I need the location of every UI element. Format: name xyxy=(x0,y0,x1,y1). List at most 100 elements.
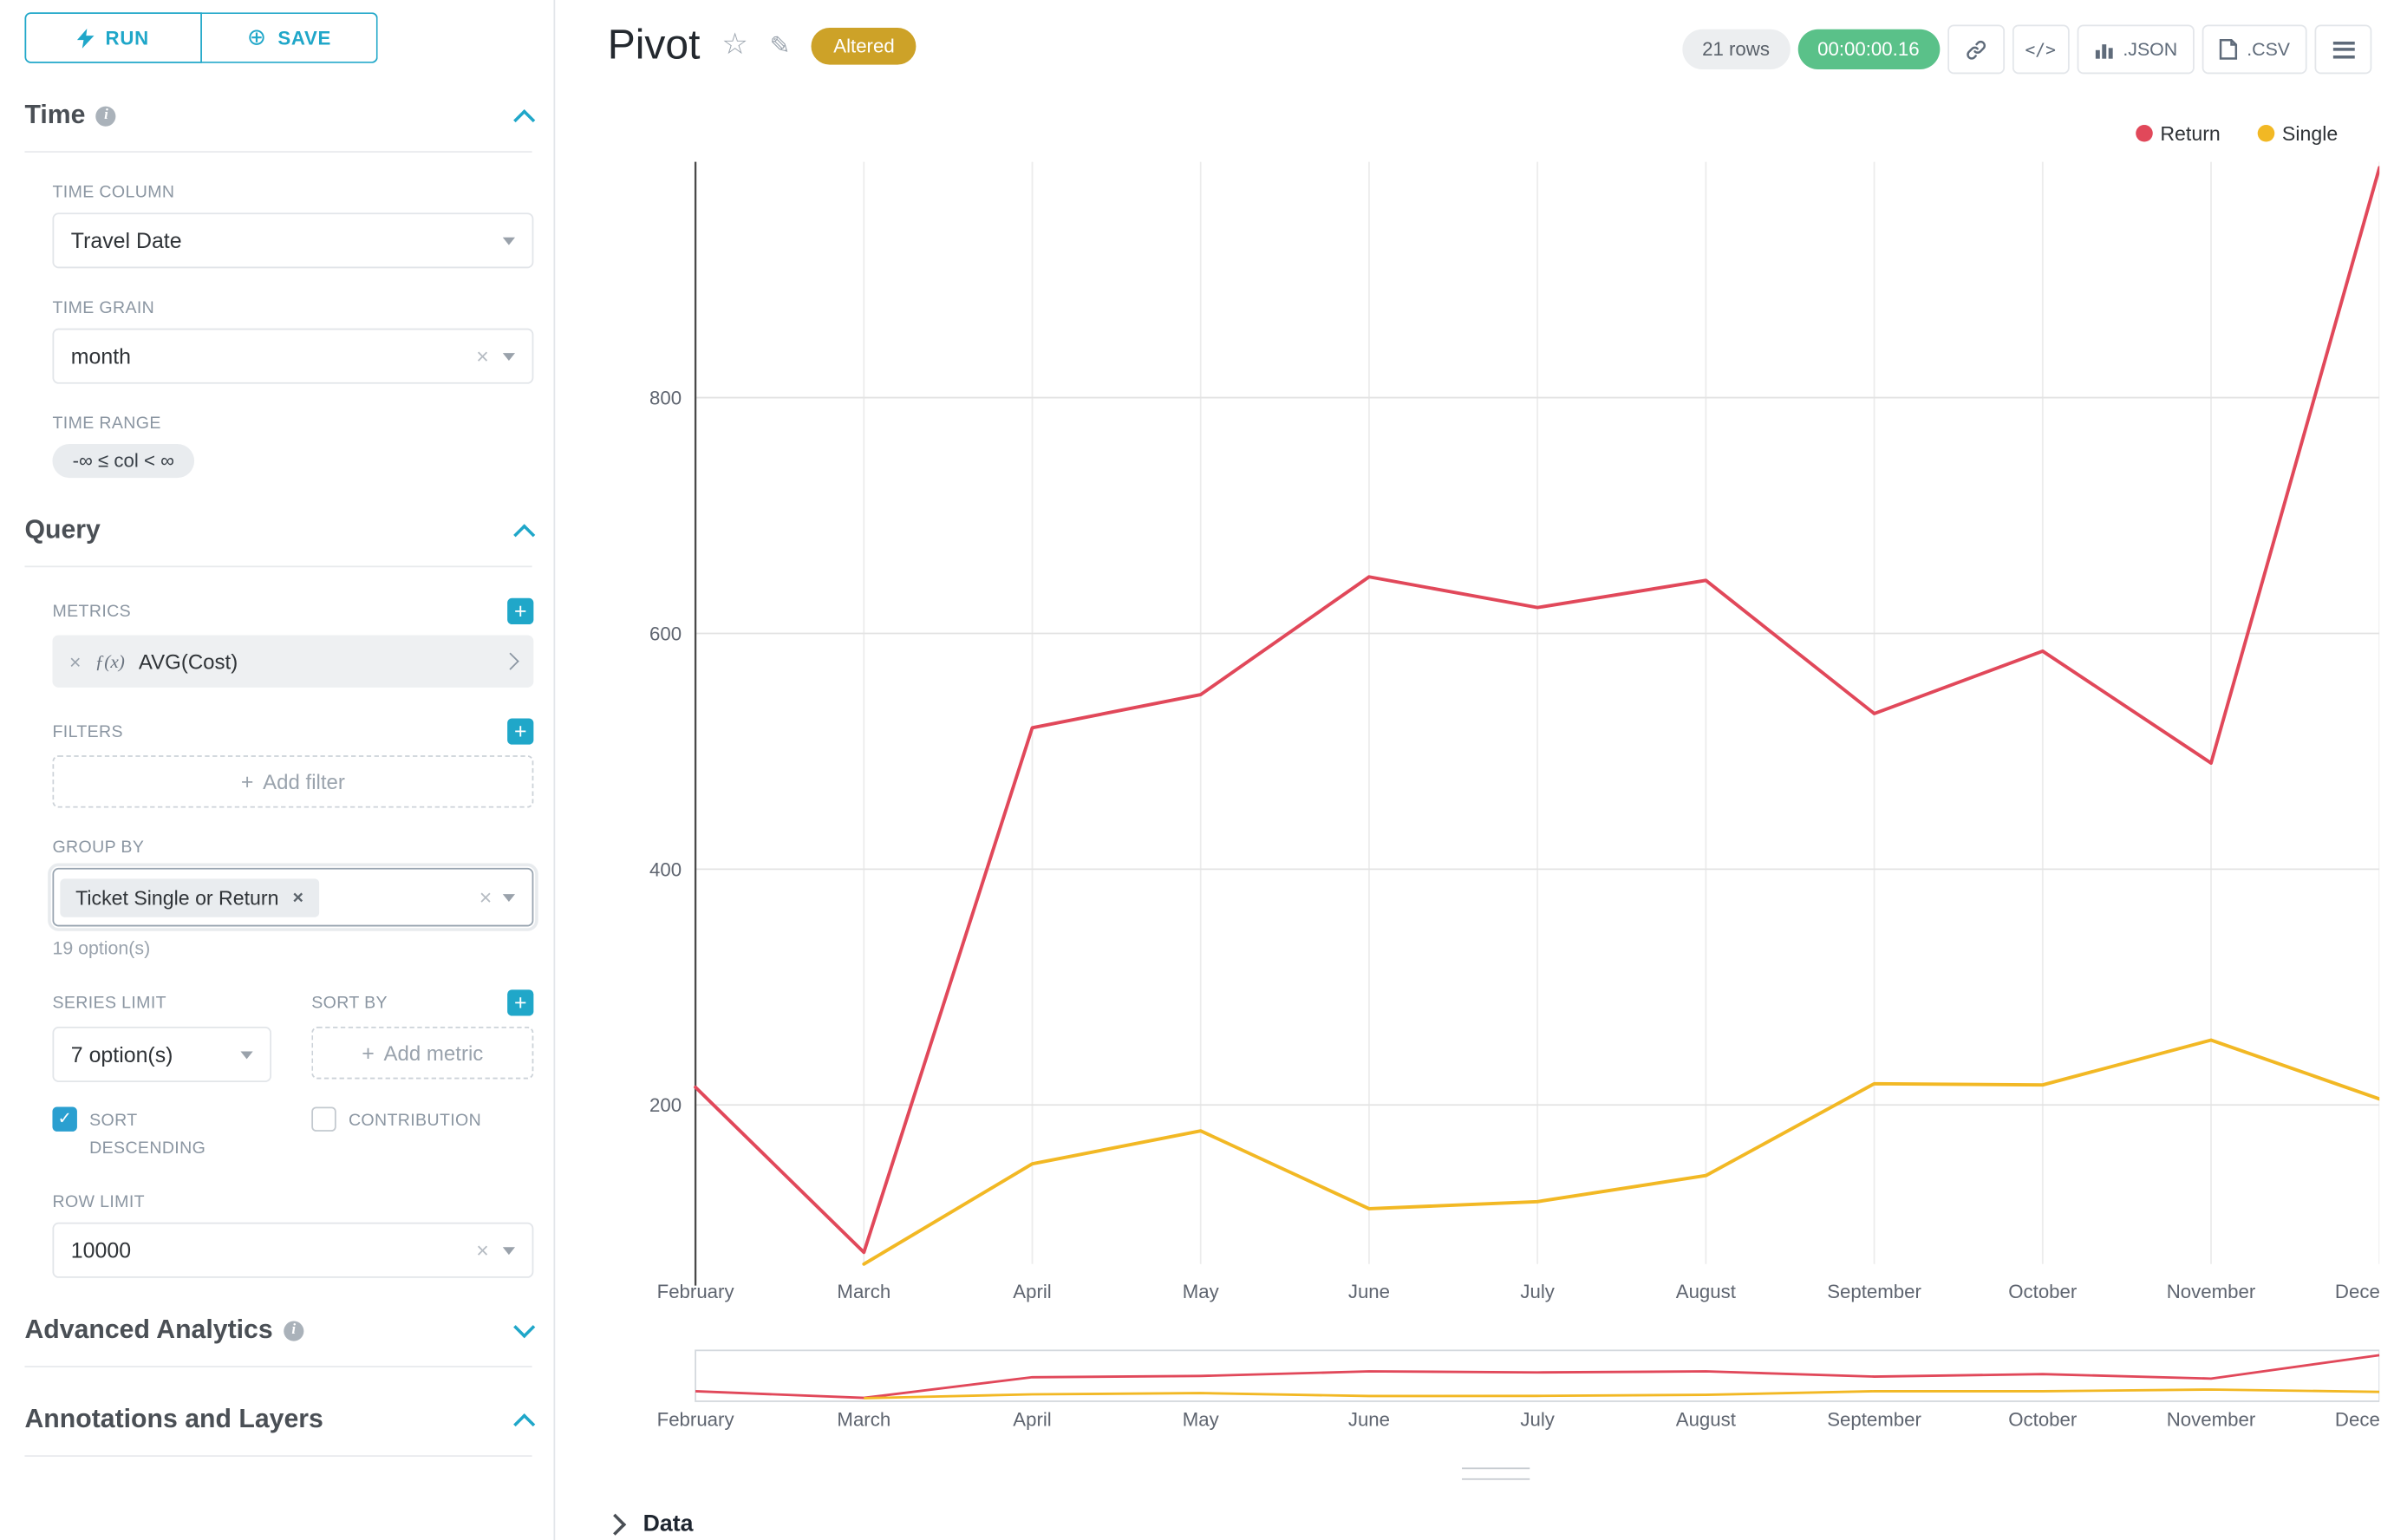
run-save-button-group: RUN ⊕ SAVE xyxy=(24,12,378,63)
altered-badge: Altered xyxy=(812,27,917,64)
page-title: Pivot xyxy=(607,21,701,69)
chevron-up-icon[interactable] xyxy=(513,523,536,545)
range-selector-chart[interactable]: February March April May June July August Septe… xyxy=(616,1338,2380,1437)
add-filter-plus-button[interactable]: + xyxy=(507,718,534,745)
time-range-label: TIME RANGE xyxy=(52,414,161,434)
rows-count-badge: 21 rows xyxy=(1681,29,1791,70)
row-limit-value: 10000 xyxy=(70,1237,132,1263)
legend-dot-icon xyxy=(2257,125,2275,142)
resize-handle[interactable] xyxy=(1462,1467,1530,1480)
add-filter-dropzone[interactable]: + Add filter xyxy=(52,755,534,808)
time-range-pill[interactable]: -∞ ≤ col < ∞ xyxy=(52,444,195,479)
chevron-down-icon xyxy=(240,1050,253,1059)
svg-text:February: February xyxy=(657,1408,735,1430)
favorite-star-icon[interactable]: ☆ xyxy=(721,29,748,62)
svg-text:July: July xyxy=(1520,1281,1555,1302)
annotations-layers-header[interactable]: Annotations and Layers xyxy=(24,1404,536,1458)
run-button[interactable]: RUN xyxy=(24,12,202,63)
options-hint: 19 option(s) xyxy=(52,936,151,959)
chevron-down-icon[interactable] xyxy=(513,1315,536,1338)
remove-metric-icon[interactable]: × xyxy=(69,649,82,674)
clear-icon[interactable]: × xyxy=(479,884,493,910)
svg-text:March: March xyxy=(837,1281,890,1302)
svg-text:November: November xyxy=(2167,1408,2256,1430)
metrics-label-row: METRICS + xyxy=(52,597,534,625)
svg-text:October: October xyxy=(2008,1281,2078,1302)
svg-text:June: June xyxy=(1348,1281,1390,1302)
sort-descending-option: ✓ SORT DESCENDING xyxy=(52,1106,271,1162)
line-chart: February March April May June July August Septe… xyxy=(649,161,2380,1302)
export-json-label: .JSON xyxy=(2123,38,2178,61)
chevron-down-icon xyxy=(502,893,516,902)
group-by-select[interactable]: Ticket Single or Return × × xyxy=(48,863,538,931)
series-limit-label: SERIES LIMIT xyxy=(52,993,166,1013)
group-by-tag[interactable]: Ticket Single or Return × xyxy=(60,878,319,917)
annotations-layers-title: Annotations and Layers xyxy=(24,1404,323,1434)
add-sort-metric-plus-button[interactable]: + xyxy=(507,989,534,1016)
add-sort-metric-dropzone[interactable]: + Add metric xyxy=(311,1027,534,1080)
time-column-label: TIME COLUMN xyxy=(52,183,175,202)
svg-text:August: August xyxy=(1676,1408,1737,1430)
chevron-up-icon[interactable] xyxy=(513,1413,536,1435)
sort-descending-checkbox[interactable]: ✓ xyxy=(52,1106,77,1132)
time-section-header[interactable]: Time i xyxy=(24,101,536,153)
save-button[interactable]: ⊕ SAVE xyxy=(201,12,378,63)
row-limit-label: ROW LIMIT xyxy=(52,1193,145,1212)
row-limit-select[interactable]: 10000 × xyxy=(52,1223,534,1279)
legend-item-single[interactable]: Single xyxy=(2257,121,2338,145)
series-limit-sort-row: SERIES LIMIT 7 option(s) SORT BY + + Add… xyxy=(52,989,534,1083)
svg-text:August: August xyxy=(1676,1281,1737,1302)
chevron-down-icon xyxy=(502,352,516,361)
legend-item-return[interactable]: Return xyxy=(2135,121,2221,146)
save-button-label: SAVE xyxy=(277,27,332,49)
svg-text:July: July xyxy=(1520,1408,1555,1430)
edit-title-icon[interactable]: ✎ xyxy=(769,33,791,60)
series-limit-select[interactable]: 7 option(s) xyxy=(52,1027,272,1083)
lightning-icon xyxy=(77,28,95,48)
clear-icon[interactable]: × xyxy=(476,343,489,369)
sort-by-column: SORT BY + + Add metric xyxy=(311,989,534,1082)
control-panel-sidebar: RUN ⊕ SAVE Time i TIME COLUMN Travel Dat… xyxy=(0,0,556,1540)
add-filter-label: Add filter xyxy=(263,770,345,793)
time-grain-label: TIME GRAIN xyxy=(52,298,155,318)
legend-label: Return xyxy=(2160,121,2221,146)
metric-pill[interactable]: × ƒ(x) AVG(Cost) xyxy=(52,635,534,688)
time-grain-select[interactable]: month × xyxy=(52,328,534,384)
svg-text:May: May xyxy=(1183,1281,1220,1302)
contribution-checkbox[interactable] xyxy=(311,1106,336,1132)
svg-text:March: March xyxy=(837,1408,890,1430)
remove-tag-icon[interactable]: × xyxy=(292,886,303,909)
advanced-analytics-header[interactable]: Advanced Analytics i xyxy=(24,1315,536,1368)
view-query-button[interactable]: </> xyxy=(2012,24,2070,75)
svg-text:June: June xyxy=(1348,1408,1390,1430)
time-grain-value: month xyxy=(70,343,132,369)
query-timer-badge: 00:00:00.16 xyxy=(1797,29,1940,70)
chart-legend: Return Single xyxy=(2135,121,2338,146)
data-section-toggle[interactable]: Data xyxy=(604,1511,693,1537)
add-metric-plus-button[interactable]: + xyxy=(507,597,534,625)
share-link-button[interactable] xyxy=(1947,24,2005,75)
query-section-header[interactable]: Query xyxy=(24,515,536,568)
series-limit-column: SERIES LIMIT 7 option(s) xyxy=(52,989,272,1083)
chart-panel: Pivot ☆ ✎ Altered 21 rows 00:00:00.16 </… xyxy=(555,0,2381,1540)
plus-icon: + xyxy=(240,769,254,794)
clear-icon[interactable]: × xyxy=(476,1237,489,1263)
export-csv-button[interactable]: .CSV xyxy=(2202,24,2307,75)
chevron-up-icon[interactable] xyxy=(513,108,536,131)
sort-descending-label: SORT DESCENDING xyxy=(89,1111,206,1158)
chevron-down-icon xyxy=(502,1246,516,1255)
time-column-select[interactable]: Travel Date xyxy=(52,212,534,269)
checkbox-row: ✓ SORT DESCENDING CONTRIBUTION xyxy=(52,1106,533,1162)
filters-label-row: FILTERS + xyxy=(52,718,534,745)
chevron-right-icon[interactable] xyxy=(501,652,519,670)
plus-circle-icon: ⊕ xyxy=(246,24,267,51)
link-icon xyxy=(1966,40,1986,59)
svg-text:December: December xyxy=(2335,1408,2379,1430)
chart-menu-button[interactable] xyxy=(2314,24,2372,75)
contribution-option: CONTRIBUTION xyxy=(311,1106,533,1162)
svg-text:200: 200 xyxy=(649,1094,682,1116)
export-json-button[interactable]: .JSON xyxy=(2076,24,2195,75)
plus-icon: + xyxy=(362,1041,375,1066)
metric-name: AVG(Cost) xyxy=(138,649,238,674)
